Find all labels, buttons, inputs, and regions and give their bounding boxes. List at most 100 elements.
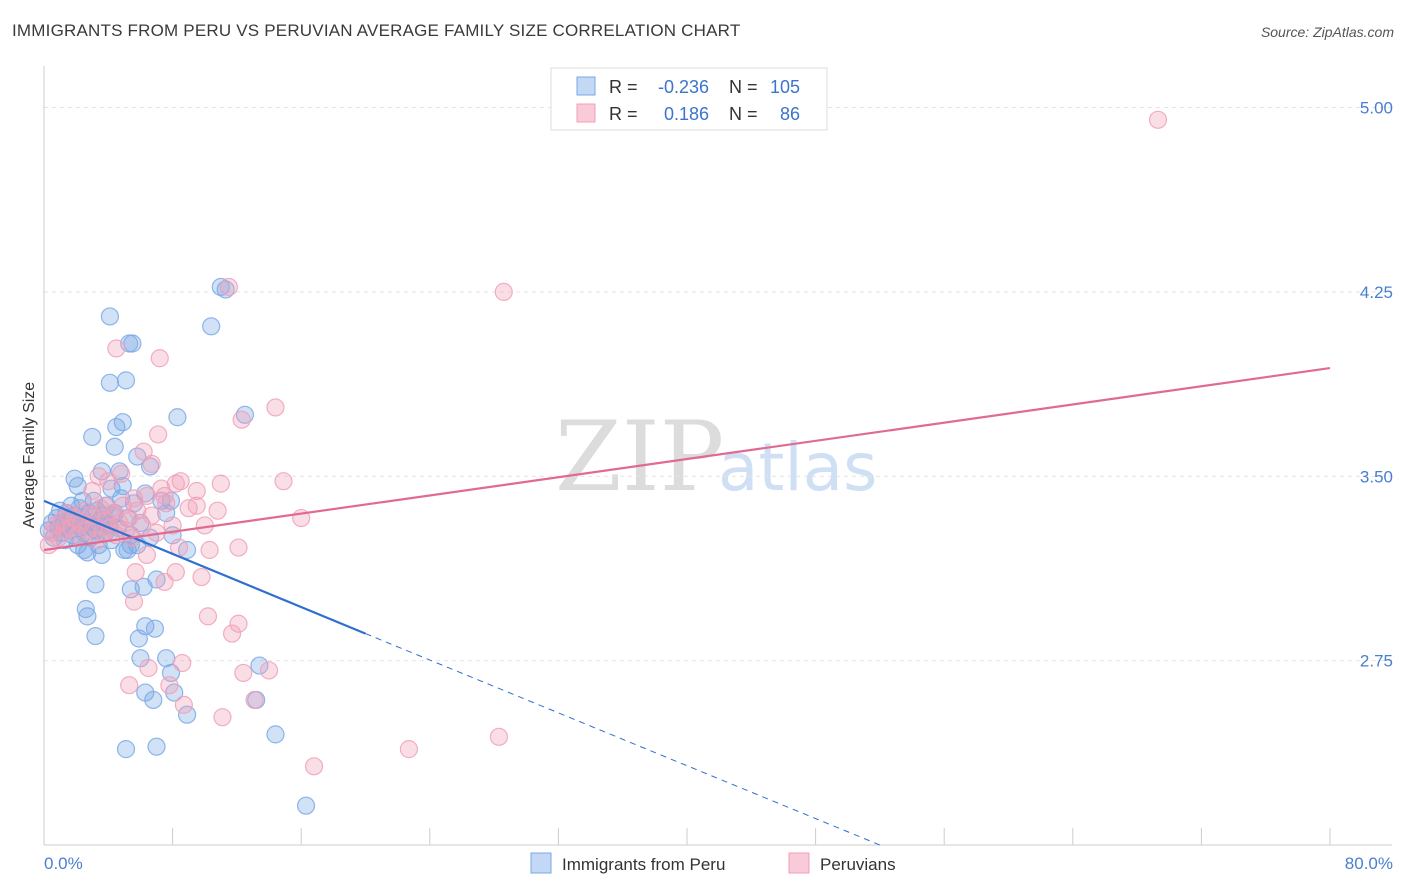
y-tick-label: 5.00 [1360, 99, 1393, 118]
peruvians-point [150, 349, 169, 368]
trend-lines [43, 366, 1331, 846]
peruvians-point [112, 464, 131, 483]
peruvians-point [1148, 110, 1168, 129]
immigrants-point [235, 405, 255, 424]
immigrants-point [216, 280, 235, 299]
stats-n-label-2: N = [729, 104, 758, 124]
peruvians-point [245, 690, 264, 710]
peruvians-point [89, 467, 108, 486]
peruvians-point [187, 481, 206, 501]
watermark-atlas: atlas [718, 429, 878, 506]
immigrants-point [116, 371, 136, 390]
source-label: Source: ZipAtlas.com [1260, 24, 1394, 40]
peruvians-trend-line [43, 366, 1331, 552]
immigrants-point [266, 725, 285, 744]
peruvians-point [266, 398, 285, 417]
stats-n-label-1: N = [729, 77, 758, 97]
immigrants-point [145, 619, 165, 638]
peruvians-point [157, 494, 176, 513]
peruvians-point [173, 653, 192, 673]
immigrants-point [100, 373, 120, 392]
x-tick-label-max: 80.0% [1345, 854, 1393, 873]
stats-n-value-2: 86 [780, 104, 800, 124]
chart-title: IMMIGRANTS FROM PERU VS PERUVIAN AVERAGE… [12, 21, 741, 40]
peruvians-point [259, 661, 279, 680]
peruvians-point [174, 695, 193, 714]
gridlines [44, 107, 1392, 662]
immigrants-point [147, 737, 166, 756]
peruvians-point [200, 540, 219, 560]
immigrants-point [113, 413, 132, 432]
stats-r-label-2: R = [609, 104, 638, 124]
stats-r-value-1: -0.236 [658, 77, 709, 97]
y-axis-label: Average Family Size [21, 382, 38, 529]
immigrants-point [202, 317, 221, 336]
peruvians-point [160, 676, 179, 695]
peruvians-point [166, 563, 185, 582]
immigrants-point [78, 607, 97, 626]
peruvians-point [213, 708, 232, 727]
peruvians-point [87, 531, 107, 550]
peruvians-point [399, 740, 419, 759]
peruvians-point [208, 501, 227, 520]
immigrants-trend-extension [365, 633, 881, 846]
peruvians-point [49, 528, 68, 547]
peruvians-point [155, 486, 174, 506]
immigrants-point [105, 437, 124, 456]
peruvians-point [137, 545, 156, 565]
peruvians-point [107, 339, 126, 358]
peruvians-point [274, 472, 293, 491]
peruvians-point [222, 624, 242, 643]
immigrants-point [86, 626, 105, 646]
immigrants-point [168, 408, 187, 427]
y-tick-label: 3.50 [1360, 467, 1393, 486]
immigrants-trend-line [43, 499, 366, 635]
peruvians-point [124, 592, 144, 611]
axes [43, 66, 1392, 846]
stats-legend: R = -0.236 N = 105 R = 0.186 N = 86 [550, 67, 828, 131]
peruvians-point [304, 757, 324, 776]
immigrants-point [83, 427, 102, 447]
peruvians-point [149, 425, 168, 444]
peruvians-point [139, 658, 158, 678]
legend-label-immigrants: Immigrants from Peru [562, 855, 725, 874]
stats-r-value-2: 0.186 [664, 104, 709, 124]
immigrants-point [144, 690, 163, 710]
immigrants-point [123, 334, 142, 353]
stats-swatch-immigrants [576, 76, 596, 96]
peruvians-point [192, 567, 211, 587]
immigrants-point [250, 656, 269, 675]
y-tick-label: 4.25 [1360, 283, 1393, 302]
peruvians-point [120, 676, 139, 695]
immigrants-point [68, 476, 87, 496]
immigrants-point [92, 545, 111, 565]
y-tick-label: 2.75 [1360, 652, 1393, 671]
immigrants-point [116, 740, 136, 759]
immigrants-point [100, 307, 120, 326]
peruvians-point [211, 474, 230, 493]
peruvians-point [132, 516, 152, 535]
legend-swatch-immigrants [530, 852, 552, 874]
peruvians-point [142, 454, 161, 474]
immigrants-point [92, 462, 111, 481]
peruvians-point [489, 727, 509, 746]
legend-swatch-peruvians [788, 852, 810, 874]
peruvians-point [198, 607, 218, 626]
immigrants-point [86, 575, 105, 594]
peruvians-point [124, 489, 144, 508]
peruvians-point [219, 277, 238, 297]
series-peruvians-points [39, 110, 1168, 776]
peruvians-point [229, 538, 248, 557]
peruvians-point [142, 506, 161, 525]
peruvians-point [234, 663, 253, 683]
peruvians-point [494, 282, 513, 301]
peruvians-point [171, 472, 190, 491]
peruvians-point [187, 496, 206, 515]
immigrants-point [296, 796, 316, 815]
stats-swatch-peruvians [576, 103, 596, 123]
peruvians-point [163, 516, 182, 535]
peruvians-point [166, 474, 185, 493]
peruvians-point [95, 496, 115, 515]
immigrants-point [76, 599, 95, 619]
stats-r-label-1: R = [609, 77, 638, 97]
